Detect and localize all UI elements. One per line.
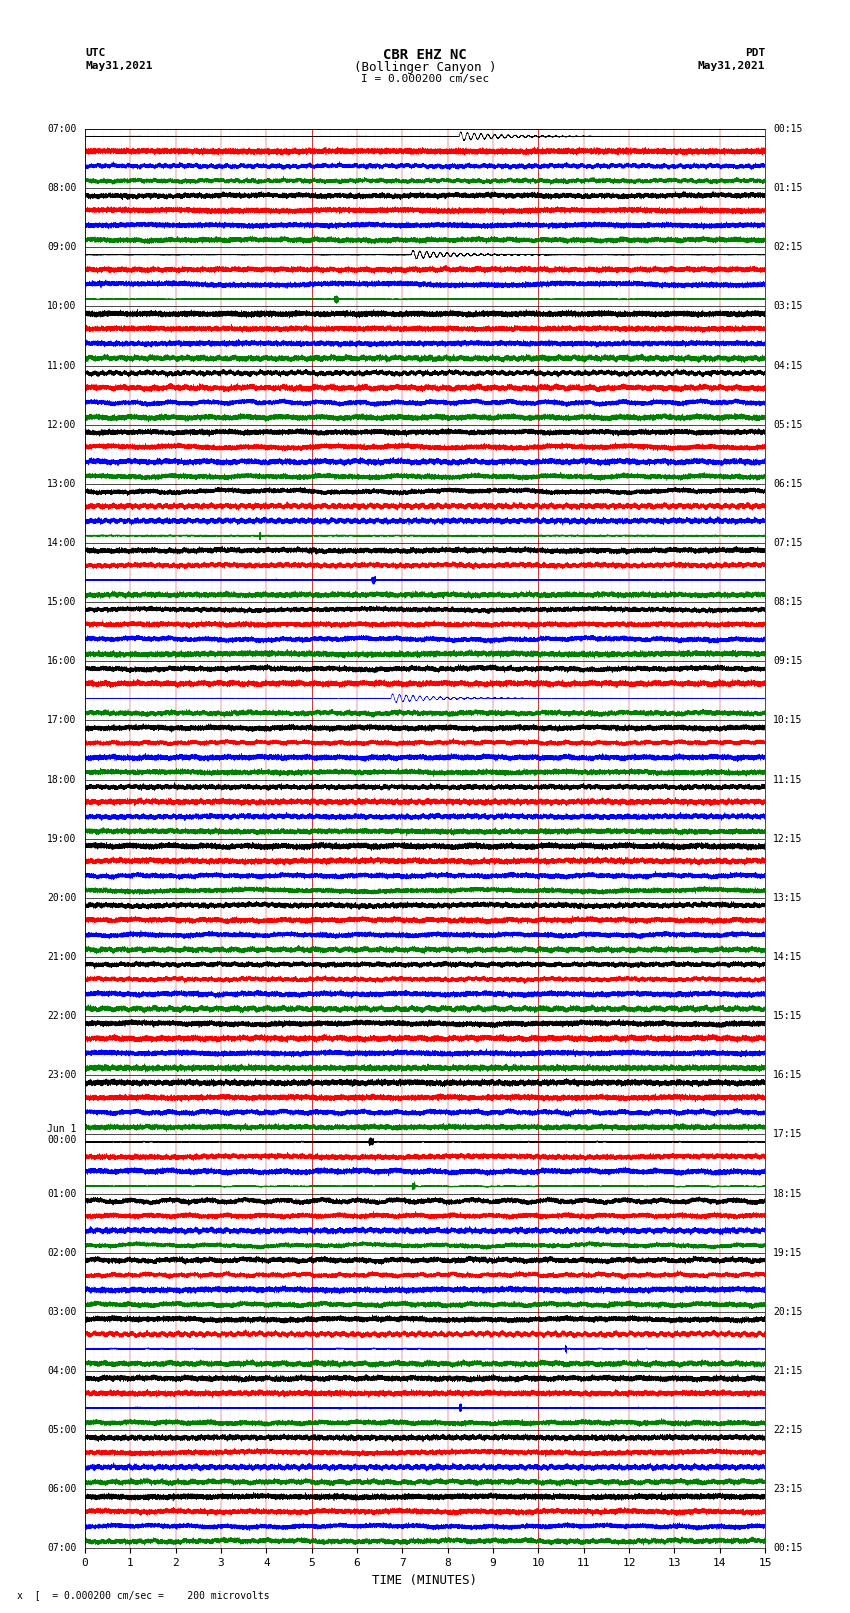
Text: I = 0.000200 cm/sec: I = 0.000200 cm/sec [361,74,489,84]
Text: (Bollinger Canyon ): (Bollinger Canyon ) [354,61,496,74]
Text: PDT: PDT [745,48,765,58]
Text: 20:15: 20:15 [774,1307,802,1316]
Text: UTC: UTC [85,48,105,58]
Text: 11:00: 11:00 [48,361,76,371]
Text: 23:00: 23:00 [48,1071,76,1081]
Text: 21:15: 21:15 [774,1366,802,1376]
Text: 03:00: 03:00 [48,1307,76,1316]
Text: 09:15: 09:15 [774,656,802,666]
Text: 15:00: 15:00 [48,597,76,606]
Text: 09:00: 09:00 [48,242,76,252]
Text: 20:00: 20:00 [48,894,76,903]
Text: 01:00: 01:00 [48,1189,76,1198]
Text: 10:00: 10:00 [48,302,76,311]
Text: 13:00: 13:00 [48,479,76,489]
Text: 00:15: 00:15 [774,124,802,134]
Text: 17:00: 17:00 [48,716,76,726]
Text: 04:00: 04:00 [48,1366,76,1376]
Text: 00:15: 00:15 [774,1544,802,1553]
Text: Jun 1
00:00: Jun 1 00:00 [48,1124,76,1145]
Text: 12:15: 12:15 [774,834,802,844]
Text: 11:15: 11:15 [774,774,802,784]
Text: CBR EHZ NC: CBR EHZ NC [383,48,467,63]
Text: 06:00: 06:00 [48,1484,76,1494]
Text: 13:15: 13:15 [774,894,802,903]
Text: 14:00: 14:00 [48,539,76,548]
Text: x  [  = 0.000200 cm/sec =    200 microvolts: x [ = 0.000200 cm/sec = 200 microvolts [17,1590,269,1600]
Text: 14:15: 14:15 [774,952,802,961]
Text: 10:15: 10:15 [774,716,802,726]
Text: 17:15: 17:15 [774,1129,802,1139]
Text: 01:15: 01:15 [774,184,802,194]
Text: 07:00: 07:00 [48,1544,76,1553]
Text: 08:00: 08:00 [48,184,76,194]
Text: May31,2021: May31,2021 [85,61,152,71]
Text: 19:00: 19:00 [48,834,76,844]
Text: 05:00: 05:00 [48,1426,76,1436]
Text: 04:15: 04:15 [774,361,802,371]
Text: 18:00: 18:00 [48,774,76,784]
Text: 06:15: 06:15 [774,479,802,489]
Text: 08:15: 08:15 [774,597,802,606]
Text: 15:15: 15:15 [774,1011,802,1021]
Text: 07:00: 07:00 [48,124,76,134]
Text: 12:00: 12:00 [48,419,76,429]
Text: 03:15: 03:15 [774,302,802,311]
Text: 16:15: 16:15 [774,1071,802,1081]
Text: 05:15: 05:15 [774,419,802,429]
Text: 07:15: 07:15 [774,539,802,548]
Text: 18:15: 18:15 [774,1189,802,1198]
Text: 19:15: 19:15 [774,1248,802,1258]
Text: 22:00: 22:00 [48,1011,76,1021]
Text: May31,2021: May31,2021 [698,61,765,71]
Text: 02:00: 02:00 [48,1248,76,1258]
Text: 02:15: 02:15 [774,242,802,252]
Text: 23:15: 23:15 [774,1484,802,1494]
Text: 16:00: 16:00 [48,656,76,666]
X-axis label: TIME (MINUTES): TIME (MINUTES) [372,1574,478,1587]
Text: 21:00: 21:00 [48,952,76,961]
Text: 22:15: 22:15 [774,1426,802,1436]
